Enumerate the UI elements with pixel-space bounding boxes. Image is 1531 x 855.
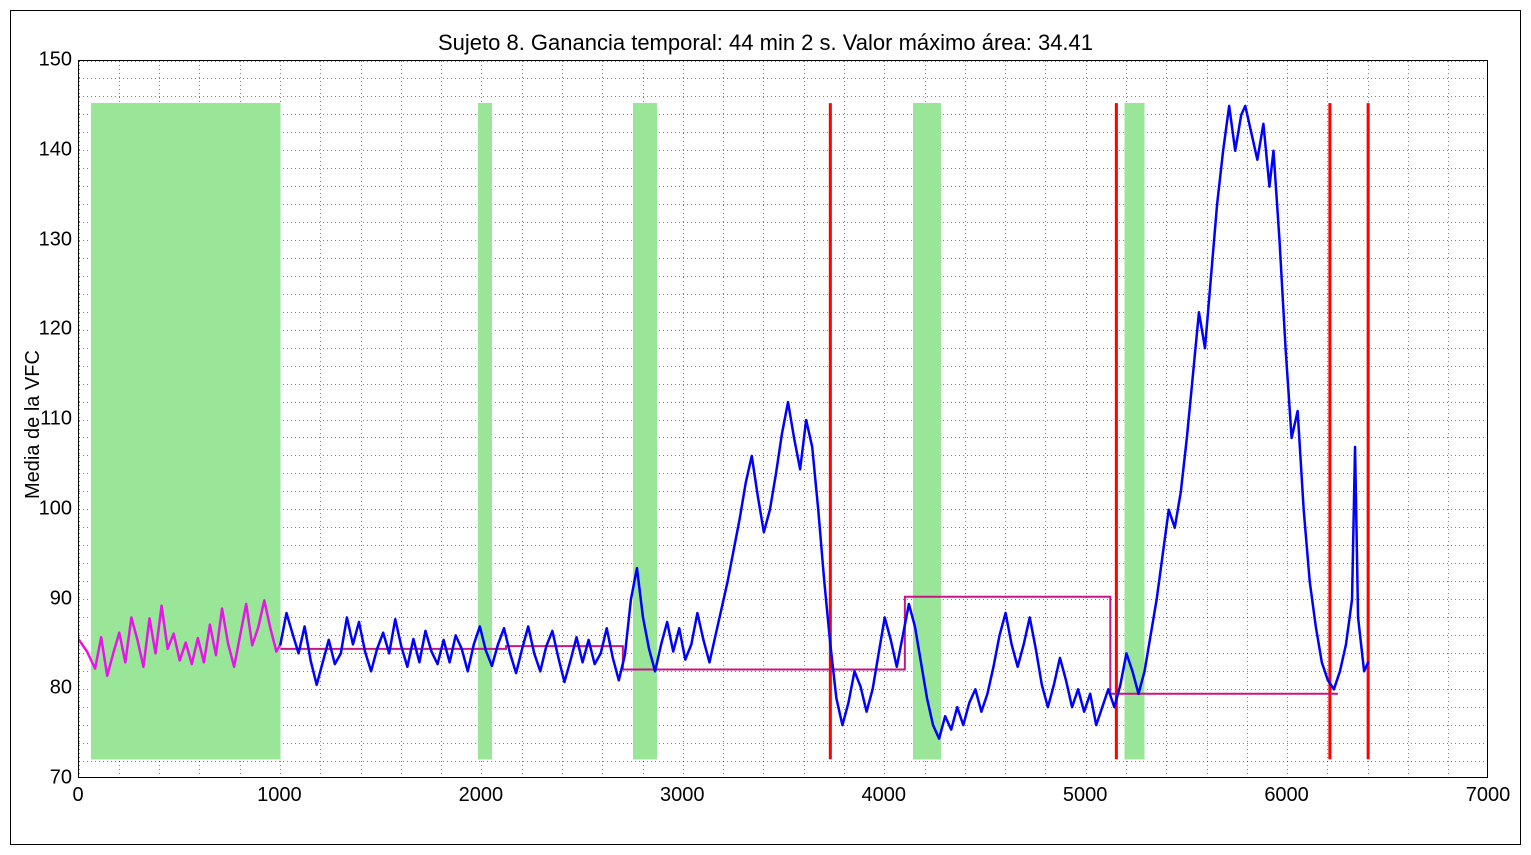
y-tick-label: 120 bbox=[32, 318, 72, 341]
x-tick-label: 7000 bbox=[1466, 784, 1511, 807]
plot-area bbox=[78, 60, 1488, 778]
x-tick-label: 2000 bbox=[459, 784, 504, 807]
chart-title: Sujeto 8. Ganancia temporal: 44 min 2 s.… bbox=[0, 30, 1531, 56]
x-tick-label: 4000 bbox=[861, 784, 906, 807]
y-tick-label: 70 bbox=[32, 767, 72, 790]
y-tick-label: 110 bbox=[32, 408, 72, 431]
figure: Sujeto 8. Ganancia temporal: 44 min 2 s.… bbox=[0, 0, 1531, 855]
x-tick-label: 5000 bbox=[1063, 784, 1108, 807]
y-tick-label: 90 bbox=[32, 587, 72, 610]
y-tick-label: 80 bbox=[32, 677, 72, 700]
x-tick-label: 6000 bbox=[1264, 784, 1309, 807]
y-tick-label: 130 bbox=[32, 228, 72, 251]
y-tick-label: 100 bbox=[32, 497, 72, 520]
x-tick-label: 3000 bbox=[660, 784, 705, 807]
y-tick-label: 150 bbox=[32, 49, 72, 72]
x-tick-label: 1000 bbox=[257, 784, 302, 807]
plot-svg bbox=[79, 61, 1489, 779]
x-tick-label: 0 bbox=[72, 784, 83, 807]
y-tick-label: 140 bbox=[32, 138, 72, 161]
